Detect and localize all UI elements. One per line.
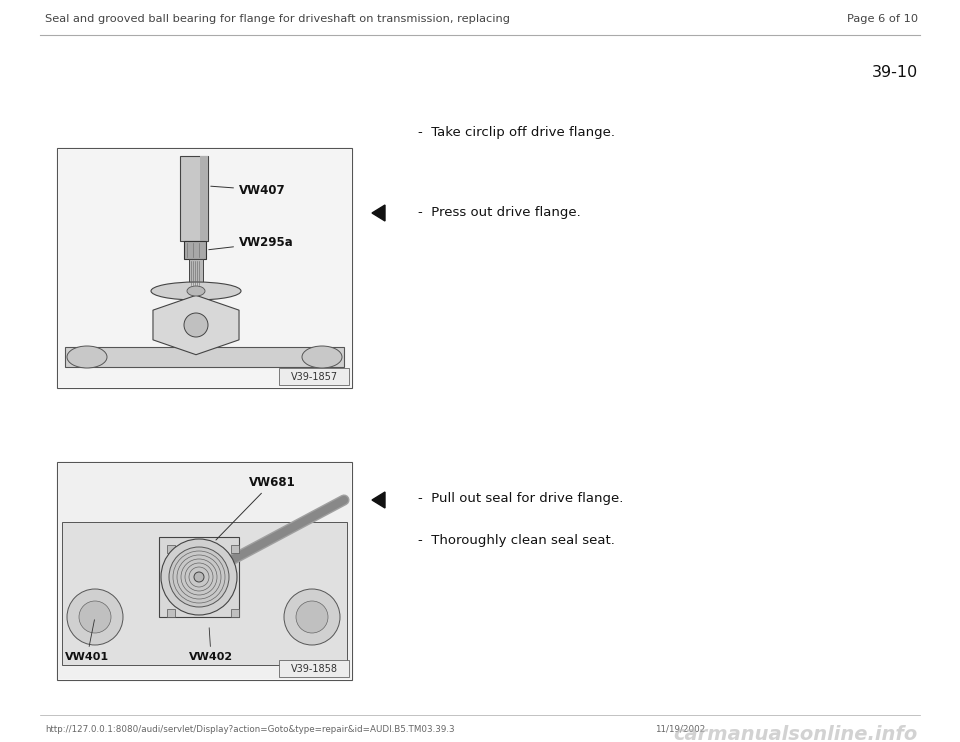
Text: VW402: VW402 — [189, 628, 233, 662]
Bar — [180, 156, 208, 241]
Bar — [231, 545, 239, 553]
Bar — [200, 156, 208, 241]
Bar — [279, 368, 349, 385]
Text: VW407: VW407 — [211, 183, 286, 197]
Circle shape — [184, 313, 208, 337]
Polygon shape — [372, 492, 385, 508]
Text: VW295a: VW295a — [208, 237, 294, 249]
Text: V39-1857: V39-1857 — [291, 372, 338, 381]
Circle shape — [67, 589, 123, 645]
Circle shape — [194, 572, 204, 582]
Ellipse shape — [302, 346, 342, 368]
Text: V39-1858: V39-1858 — [291, 663, 338, 674]
Bar — [57, 148, 352, 388]
Ellipse shape — [187, 286, 205, 296]
Bar — [65, 347, 344, 367]
Circle shape — [161, 539, 237, 615]
Text: VW681: VW681 — [216, 476, 296, 540]
Bar — [167, 545, 175, 553]
Bar — [279, 660, 349, 677]
Text: VW401: VW401 — [65, 620, 109, 662]
Polygon shape — [372, 205, 385, 221]
Bar — [184, 241, 206, 259]
Text: -  Take circlip off drive flange.: - Take circlip off drive flange. — [418, 126, 615, 139]
Text: 39-10: 39-10 — [872, 65, 918, 80]
Bar — [57, 462, 352, 680]
Bar — [159, 537, 239, 617]
Text: -  Pull out seal for drive flange.: - Pull out seal for drive flange. — [418, 492, 623, 505]
Bar — [231, 609, 239, 617]
Bar — [62, 522, 347, 665]
Bar — [167, 609, 175, 617]
Text: -  Thoroughly clean seal seat.: - Thoroughly clean seal seat. — [418, 534, 614, 547]
Circle shape — [296, 601, 328, 633]
Text: Page 6 of 10: Page 6 of 10 — [847, 14, 918, 24]
Ellipse shape — [67, 346, 107, 368]
Circle shape — [169, 547, 229, 607]
Bar — [189, 259, 203, 287]
Polygon shape — [153, 295, 239, 355]
Text: carmanualsonline.info: carmanualsonline.info — [674, 725, 918, 742]
Ellipse shape — [151, 282, 241, 300]
Bar — [58, 463, 351, 679]
Text: Seal and grooved ball bearing for flange for driveshaft on transmission, replaci: Seal and grooved ball bearing for flange… — [45, 14, 510, 24]
Text: -  Press out drive flange.: - Press out drive flange. — [418, 206, 581, 219]
Circle shape — [79, 601, 111, 633]
Bar — [58, 149, 351, 387]
Text: http://127.0.0.1:8080/audi/servlet/Display?action=Goto&type=repair&id=AUDI.B5.TM: http://127.0.0.1:8080/audi/servlet/Displ… — [45, 725, 455, 734]
Circle shape — [284, 589, 340, 645]
Text: 11/19/2002: 11/19/2002 — [655, 725, 706, 734]
